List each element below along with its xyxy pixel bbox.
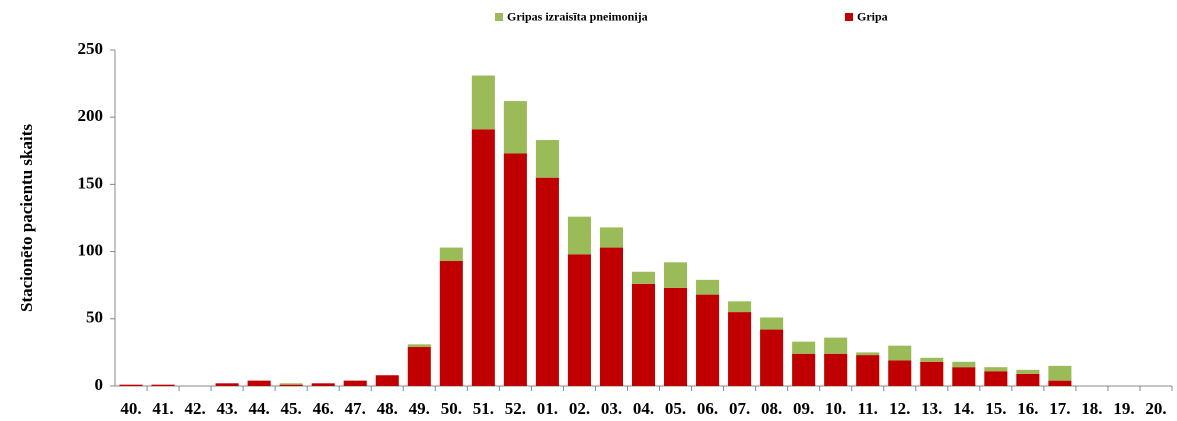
x-tick-label: 11. (858, 399, 878, 418)
x-tick-label: 09. (793, 399, 814, 418)
bar-segment (247, 380, 271, 386)
x-tick-label: 52. (505, 399, 526, 418)
bar-segment (407, 347, 431, 386)
x-tick-label: 01. (537, 399, 558, 418)
x-tick-label: 18. (1081, 399, 1102, 418)
x-tick-label: 44. (249, 399, 270, 418)
x-tick-label: 41. (152, 399, 173, 418)
bar-segment (343, 380, 367, 386)
bar-segment (503, 153, 527, 386)
bar-segment (952, 367, 976, 386)
x-tick-label: 06. (697, 399, 718, 418)
bar-segment (856, 355, 880, 386)
x-tick-label: 48. (377, 399, 398, 418)
bar-segment (599, 247, 624, 386)
bar-segment (119, 384, 143, 386)
bar-segment (663, 287, 688, 386)
bar-segment (824, 353, 848, 386)
bar-segment (1016, 369, 1040, 374)
x-tick-label: 03. (601, 399, 622, 418)
y-tick-label: 250 (78, 39, 104, 58)
bar-segment (279, 384, 303, 386)
x-tick-label: 45. (281, 399, 302, 418)
bar-segment (888, 345, 912, 361)
bar-segment (535, 140, 559, 178)
y-tick-label: 200 (78, 106, 104, 125)
x-tick-label: 17. (1049, 399, 1070, 418)
x-tick-label: 40. (120, 399, 141, 418)
bar-segment (984, 367, 1008, 372)
bar-segment (311, 383, 335, 386)
bar-segment (888, 360, 912, 386)
bar-segment (151, 384, 175, 386)
bar-segment (471, 129, 495, 386)
bar-segment (696, 294, 720, 386)
bar-segment (952, 361, 976, 368)
x-tick-label: 46. (313, 399, 334, 418)
bar-segment (856, 352, 880, 356)
x-tick-label: 20. (1145, 399, 1166, 418)
x-tick-label: 05. (665, 399, 686, 418)
bar-segment (760, 329, 784, 386)
x-tick-label: 14. (953, 399, 974, 418)
bar-segment (792, 353, 816, 386)
x-tick-label: 19. (1113, 399, 1134, 418)
bar-segment (920, 361, 944, 386)
legend-label: Gripa (857, 9, 888, 23)
x-tick-label: 16. (1017, 399, 1038, 418)
x-tick-label: 07. (729, 399, 750, 418)
bar-segment (1016, 373, 1040, 386)
x-tick-label: 49. (409, 399, 430, 418)
bar-segment (567, 254, 591, 386)
x-tick-label: 13. (921, 399, 942, 418)
x-tick-label: 08. (761, 399, 782, 418)
bar-segment (631, 271, 656, 284)
x-tick-label: 50. (441, 399, 462, 418)
x-tick-label: 02. (569, 399, 590, 418)
y-tick-label: 0 (95, 375, 104, 394)
bar-segment (375, 375, 399, 386)
bar-segment (567, 216, 591, 255)
x-tick-label: 51. (473, 399, 494, 418)
legend-swatch (495, 13, 503, 21)
bar-segment (824, 337, 848, 354)
y-tick-label: 100 (78, 241, 104, 260)
x-tick-label: 42. (184, 399, 205, 418)
bar-segment (471, 75, 495, 130)
bar-segment (1048, 380, 1072, 386)
x-tick-label: 47. (345, 399, 366, 418)
y-tick-label: 50 (86, 308, 103, 327)
x-tick-label: 12. (889, 399, 910, 418)
bar-segment (760, 317, 784, 330)
bar-segment (439, 261, 463, 386)
x-tick-label: 10. (825, 399, 846, 418)
x-tick-label: 43. (216, 399, 237, 418)
bar-segment (439, 247, 463, 262)
bar-segment (503, 101, 527, 154)
bar-segment (696, 279, 720, 295)
legend-swatch (845, 13, 853, 21)
bar-segment (279, 383, 303, 385)
x-tick-label: 15. (985, 399, 1006, 418)
bar-segment (631, 283, 656, 386)
y-tick-label: 150 (78, 173, 104, 192)
bar-segment (535, 177, 559, 386)
legend-label: Gripas izraisīta pneimonija (507, 9, 648, 23)
x-tick-label: 04. (633, 399, 654, 418)
bar-segment (663, 262, 688, 288)
bar-segment (407, 344, 431, 348)
bar-segment (215, 383, 239, 386)
bar-segment (599, 227, 624, 248)
bar-segment (728, 312, 752, 386)
bar-segment (728, 301, 752, 313)
bar-segment (1048, 365, 1072, 381)
bar-segment (984, 371, 1008, 386)
y-axis-label: Stacionēto pacientu skaits (17, 124, 36, 312)
bar-segment (792, 341, 816, 354)
bar-segment (920, 357, 944, 362)
